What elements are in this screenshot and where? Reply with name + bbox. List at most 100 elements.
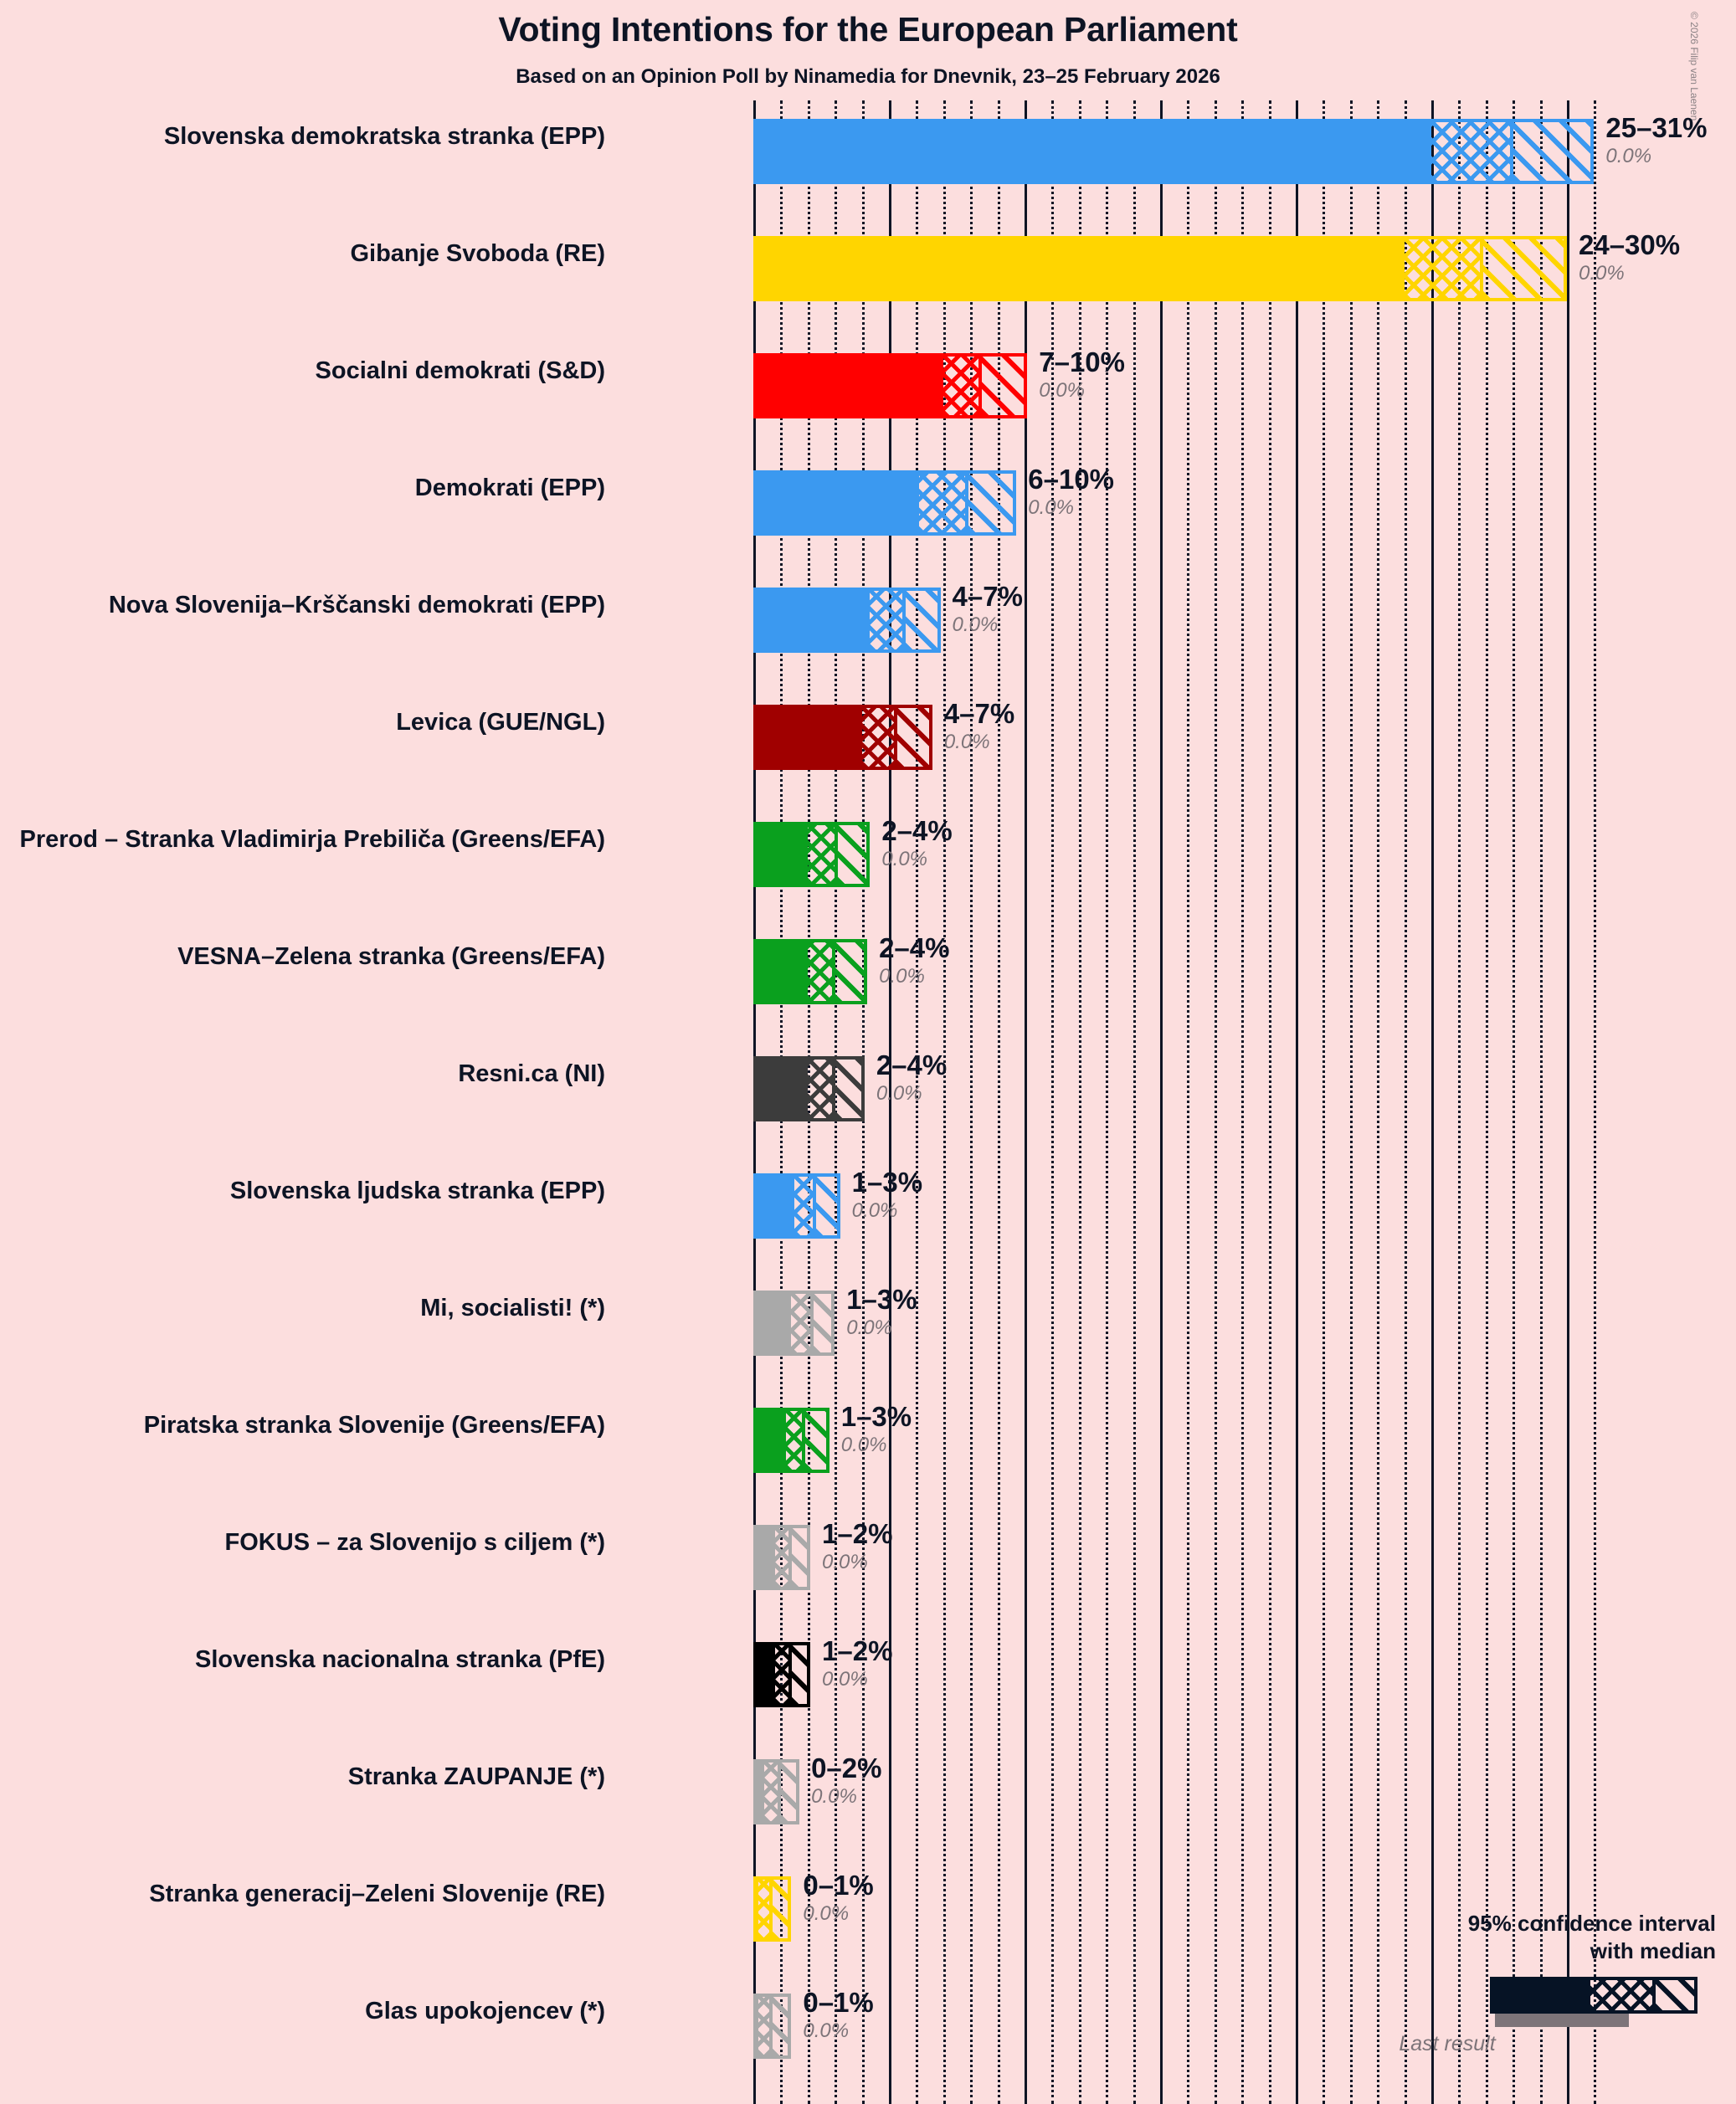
- last-result-value: 0.0%: [879, 965, 925, 988]
- party-label: Stranka generacij–Zeleni Slovenije (RE): [149, 1881, 605, 1907]
- last-result-value: 0.0%: [822, 1668, 868, 1691]
- bar-segment-lower-bound: [753, 1408, 786, 1473]
- confidence-interval-value: 7–10%: [1039, 346, 1125, 377]
- bar-row: Slovenska nacionalna stranka (PfE) 1–2% 0.…: [195, 1624, 1596, 1741]
- bar-segment-below-median: [861, 705, 895, 770]
- value-labels: 2–4% 0.0%: [879, 932, 949, 989]
- bar-segment-lower-bound: [753, 705, 862, 770]
- bar-segment-above-median: [788, 1525, 810, 1590]
- value-labels: 2–4% 0.0%: [881, 815, 952, 872]
- legend-segment-cross: [1590, 1977, 1656, 2014]
- party-label: Gibanje Svoboda (RE): [350, 240, 605, 267]
- bar-row: FOKUS – za Slovenijo s ciljem (*) 1–2% 0.0…: [225, 1506, 1596, 1624]
- bar-segment-below-median: [774, 1525, 789, 1590]
- party-label: Demokrati (EPP): [414, 475, 605, 501]
- gridline-minor: [1241, 100, 1245, 2104]
- confidence-interval-value: 24–30%: [1579, 229, 1681, 260]
- gridline-minor: [1377, 100, 1380, 2104]
- confidence-interval-bar: [753, 1994, 792, 2059]
- bar-row: VESNA–Zelena stranka (Greens/EFA) 2–4% 0.0…: [177, 921, 1596, 1038]
- bar-segment-above-median: [802, 1408, 829, 1473]
- party-label: VESNA–Zelena stranka (Greens/EFA): [177, 943, 605, 970]
- confidence-interval-value: 1–3%: [840, 1401, 912, 1432]
- bar-segment-below-median: [918, 470, 965, 536]
- bar-row: Gibanje Svoboda (RE) 24–30% 0.0%: [350, 218, 1680, 335]
- bar-segment-below-median: [807, 1056, 832, 1121]
- gridline-major: [1567, 100, 1569, 2104]
- party-label: Socialni demokrati (S&D): [315, 357, 605, 384]
- gridline-major: [1431, 100, 1434, 2104]
- party-label: Slovenska ljudska stranka (EPP): [229, 1178, 605, 1204]
- bar-segment-above-median: [902, 588, 941, 653]
- confidence-interval-value: 4–7%: [943, 698, 1015, 729]
- gridline-minor: [997, 100, 1000, 2104]
- confidence-interval-value: 6–10%: [1028, 464, 1115, 495]
- confidence-interval-value: 0–1%: [803, 1987, 874, 2018]
- confidence-interval-bar: [753, 353, 1028, 418]
- gridline-minor: [1214, 100, 1217, 2104]
- confidence-interval-value: 1–2%: [822, 1635, 893, 1666]
- last-result-value: 0.0%: [822, 1551, 868, 1573]
- confidence-interval-bar: [753, 1876, 792, 1942]
- last-result-value: 0.0%: [1605, 145, 1652, 167]
- confidence-interval-value: 0–2%: [811, 1752, 882, 1783]
- last-result-value: 0.0%: [803, 2019, 850, 2042]
- party-label: Stranka ZAUPANJE (*): [347, 1763, 605, 1790]
- confidence-interval-value: 1–3%: [851, 1167, 923, 1198]
- gridline-minor: [1594, 100, 1597, 2104]
- bar-segment-above-median: [778, 1759, 800, 1824]
- bar-segment-lower-bound: [753, 939, 808, 1004]
- plot-area: Slovenska demokratska stranka (EPP) 25–31…: [20, 100, 1708, 2104]
- value-labels: 4–7% 0.0%: [944, 698, 1014, 755]
- bar-segment-below-median: [807, 939, 832, 1004]
- gridline-minor: [1133, 100, 1136, 2104]
- last-result-value: 0.0%: [846, 1316, 892, 1339]
- legend-sample-bar: [1490, 1977, 1697, 2014]
- confidence-interval-bar: [753, 939, 868, 1004]
- value-labels: 0–1% 0.0%: [803, 1870, 873, 1927]
- gridline-major: [1025, 100, 1027, 2104]
- last-result-value: 0.0%: [811, 1785, 857, 1808]
- gridline-major: [889, 100, 891, 2104]
- bar-segment-below-median: [791, 1291, 811, 1356]
- value-labels: 25–31% 0.0%: [1605, 112, 1707, 169]
- confidence-interval-value: 4–7%: [952, 581, 1023, 612]
- gridline-minor: [916, 100, 919, 2104]
- legend-line-1: 95% confidence interval: [1467, 1911, 1716, 1936]
- bar-row: Nova Slovenija–Krščanski demokrati (EPP)…: [109, 569, 1596, 686]
- bar-segment-lower-bound: [753, 1642, 775, 1707]
- bar-segment-above-median: [831, 939, 868, 1004]
- gridline-minor: [1323, 100, 1326, 2104]
- legend-last-result-bar: [1495, 2014, 1629, 2027]
- gridline-minor: [1485, 100, 1488, 2104]
- gridline-minor: [1539, 100, 1543, 2104]
- gridline-minor: [942, 100, 946, 2104]
- bar-segment-below-median: [942, 353, 978, 418]
- confidence-interval-value: 1–3%: [846, 1284, 917, 1315]
- confidence-interval-value: 2–4%: [876, 1049, 948, 1080]
- bar-segment-lower-bound: [753, 1876, 759, 1942]
- bar-row: Glas upokojencev (*) 0–1% 0.0%: [365, 1975, 1596, 2092]
- legend-last-result-label: Last result: [1399, 2032, 1496, 2055]
- value-labels: 1–2% 0.0%: [822, 1635, 892, 1692]
- confidence-interval-bar: [753, 1408, 829, 1473]
- confidence-interval-bar: [753, 1759, 800, 1824]
- gridline-minor: [1268, 100, 1271, 2104]
- bar-row: Resni.ca (NI) 2–4% 0.0%: [458, 1038, 1596, 1155]
- bar-row: Stranka ZAUPANJE (*) 0–2% 0.0%: [348, 1741, 1596, 1858]
- confidence-interval-value: 1–2%: [822, 1518, 893, 1549]
- confidence-interval-bar: [753, 588, 941, 653]
- confidence-interval-bar: [753, 470, 1017, 536]
- bar-segment-above-median: [788, 1642, 810, 1707]
- gridline-minor: [970, 100, 973, 2104]
- value-labels: 0–1% 0.0%: [803, 1987, 873, 2044]
- gridline-minor: [1078, 100, 1081, 2104]
- bar-segment-above-median: [978, 353, 1028, 418]
- confidence-interval-value: 2–4%: [879, 932, 950, 963]
- value-labels: 24–30% 0.0%: [1579, 229, 1680, 286]
- gridline-minor: [1106, 100, 1109, 2104]
- gridline-minor: [1513, 100, 1516, 2104]
- last-result-value: 0.0%: [840, 1434, 887, 1456]
- page-title: Voting Intentions for the European Parli…: [498, 10, 1238, 49]
- gridline-minor: [1404, 100, 1407, 2104]
